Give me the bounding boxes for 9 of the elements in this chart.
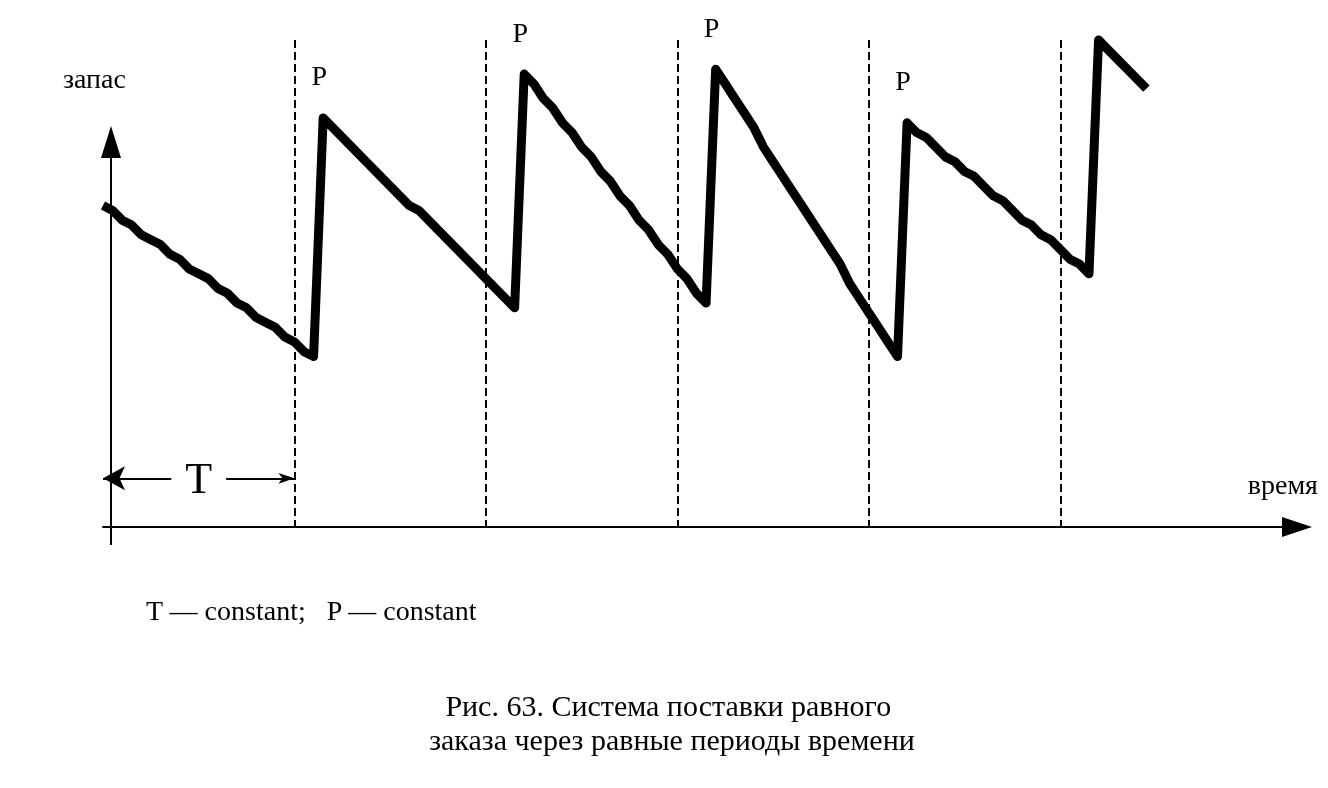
annotation: P	[703, 11, 720, 43]
annotation: P	[895, 65, 911, 97]
annotation: P	[311, 60, 327, 92]
annotation: T	[185, 453, 213, 503]
annotation: P	[512, 16, 528, 48]
x-axis-title: время	[1247, 468, 1319, 500]
y-axis-title: запас	[63, 62, 126, 94]
text: Рис. 63. Система поставки равного заказа через равные периоды времени	[429, 688, 915, 756]
text: T — constant; P — constant	[146, 594, 477, 626]
